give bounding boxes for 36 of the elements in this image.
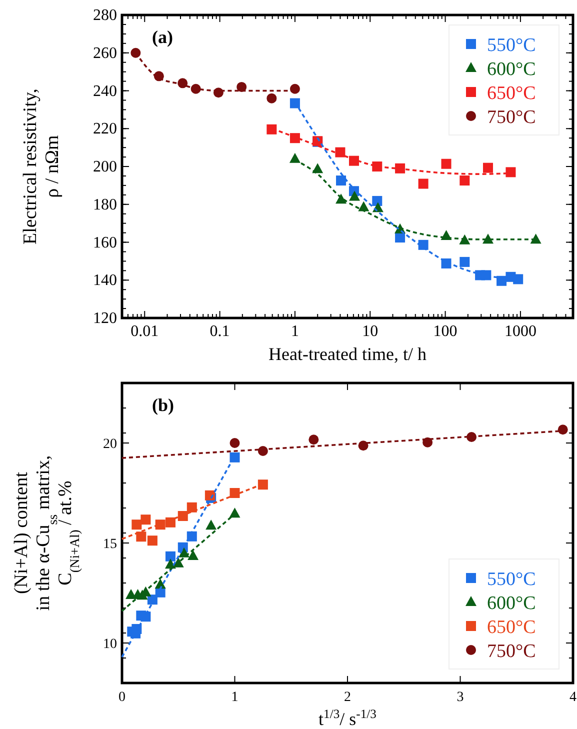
legend-label: 650°C [487, 617, 536, 638]
legend-label: 550°C [487, 569, 536, 590]
y-tick-label: 200 [93, 158, 117, 176]
legend-label: 750°C [487, 641, 536, 662]
y-tick-label: 10 [103, 637, 117, 652]
legend-label: 600°C [487, 593, 536, 614]
y-tick-label: 120 [93, 310, 117, 327]
legend-label: 550°C [487, 35, 536, 56]
x-axis-title: Heat-treated time, t/ h [268, 344, 426, 364]
y-tick-label: 220 [93, 120, 117, 138]
legend-label: 650°C [487, 83, 536, 104]
y-tick-label: 180 [93, 196, 117, 214]
x-tick-label: 1 [231, 690, 238, 705]
legend-label: 750°C [487, 107, 536, 128]
y-tick-label: 260 [93, 44, 117, 62]
text: (b) [152, 395, 174, 415]
x-tick-label: 0 [118, 690, 126, 705]
x-tick-label: 1000 [504, 323, 536, 340]
y-tick-label: 20 [103, 437, 117, 452]
x-tick-label: 0.1 [210, 323, 230, 340]
y-axis-title: Electrical resistivity, ρ / nΩm [20, 88, 63, 244]
y-tick-label: 240 [93, 82, 117, 100]
x-tick-label: 1 [290, 323, 299, 340]
x-tick-label: 10 [362, 323, 378, 340]
x-tick-label: 4 [570, 690, 576, 705]
y-tick-label: 15 [103, 537, 117, 552]
legend-label: 600°C [487, 59, 536, 80]
y-tick-label: 280 [93, 7, 117, 24]
text: (a) [152, 27, 173, 47]
y-tick-label: 160 [93, 234, 117, 252]
x-tick-label: 100 [433, 323, 458, 340]
x-tick-label: 2 [344, 690, 351, 705]
x-tick-label: 0.01 [130, 323, 159, 340]
x-axis-title: t$^{1/3}$/ s$^{-1/3}$ [318, 707, 376, 729]
y-tick-label: 140 [93, 272, 117, 290]
x-tick-label: 3 [456, 690, 464, 705]
